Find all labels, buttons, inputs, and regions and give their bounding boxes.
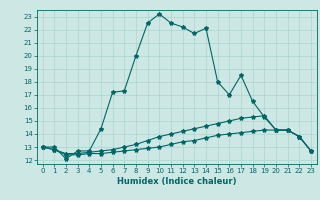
X-axis label: Humidex (Indice chaleur): Humidex (Indice chaleur) [117,177,236,186]
